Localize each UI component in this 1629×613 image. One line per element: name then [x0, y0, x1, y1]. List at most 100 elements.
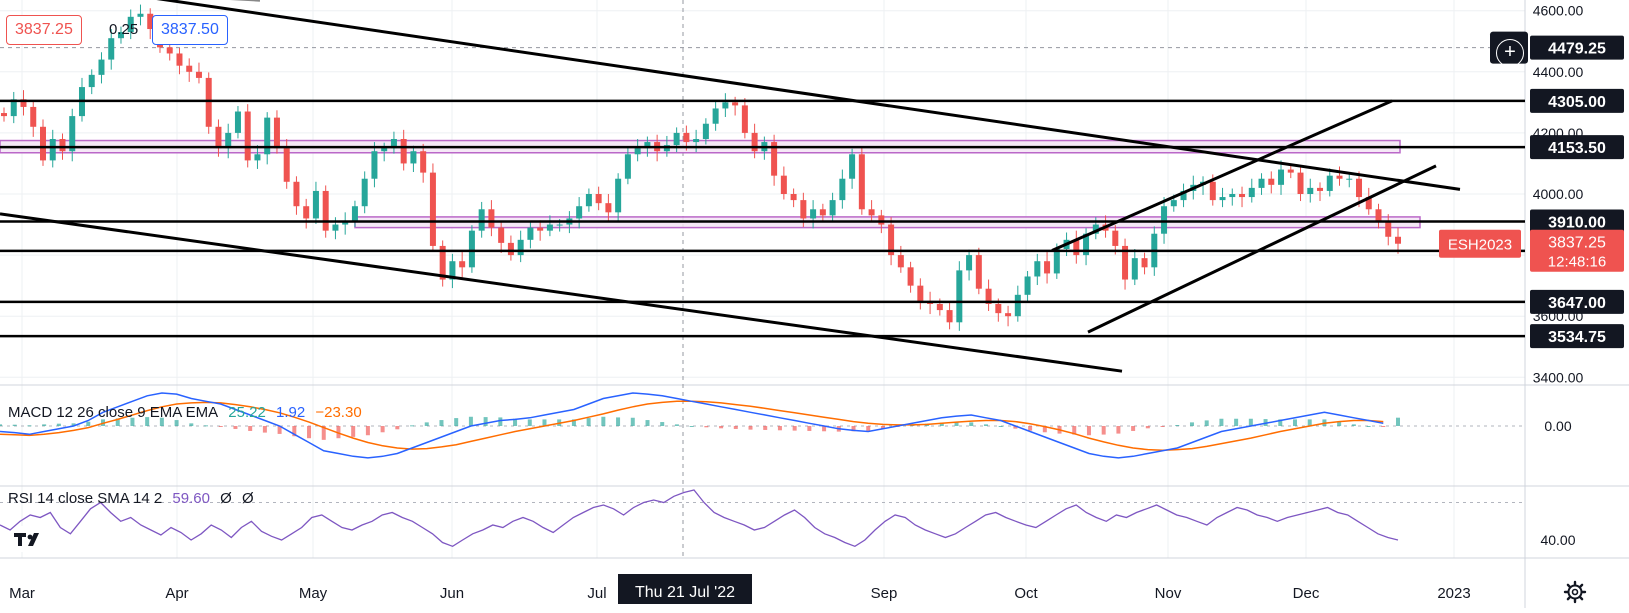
candle-body: [459, 261, 466, 268]
macd-histogram-bar: [1248, 418, 1253, 426]
macd-histogram-bar: [351, 426, 356, 437]
candle-body: [936, 303, 943, 311]
settings-gear-icon[interactable]: [1563, 580, 1587, 604]
macd-histogram-bar: [498, 417, 503, 426]
crosshair-date-label: Thu 21 Jul '22: [635, 584, 735, 601]
candle-body: [1161, 206, 1168, 234]
macd-histogram-bar: [763, 426, 768, 430]
candle-body: [771, 142, 778, 176]
plus-circle-icon[interactable]: +: [1496, 39, 1524, 67]
candle-body: [868, 209, 875, 216]
bid-tag[interactable]: 3837.25: [6, 15, 82, 45]
price-axis: 3400.003600.003800.004000.004200.004400.…: [1533, 3, 1584, 548]
macd-histogram-bar: [1366, 426, 1371, 427]
macd-legend[interactable]: MACD 12 26 close 9 EMA EMA 25.22 1.92 −2…: [8, 404, 368, 421]
macd-histogram-bar: [777, 426, 782, 431]
candle-body: [1, 113, 7, 117]
crosshair-date-bg: [618, 574, 752, 604]
macd-histogram-bar: [439, 420, 444, 426]
candle-body: [966, 255, 973, 271]
candle-body: [1209, 181, 1216, 201]
macd-histogram-bar: [204, 425, 209, 427]
candle-body: [283, 148, 290, 182]
candle-body: [351, 206, 358, 222]
candle-body: [741, 105, 748, 133]
price-tag-bg: [1530, 135, 1624, 160]
candle-body: [839, 178, 846, 201]
macd-histogram-bar: [1278, 419, 1283, 426]
macd-histogram-bar: [86, 421, 91, 426]
time-axis-label: Oct: [1014, 585, 1038, 602]
candle-body: [498, 227, 505, 243]
macd-histogram-bar: [395, 426, 400, 430]
rsi-legend[interactable]: RSI 14 close SMA 14 2 59.60 Ø Ø: [8, 490, 260, 507]
candle-body: [1044, 261, 1051, 274]
macd-histogram-bar: [12, 424, 17, 426]
price-tag-label: 4479.25: [1548, 41, 1606, 58]
time-axis-label: Jul: [587, 585, 606, 602]
macd-histogram-bar: [71, 423, 76, 426]
macd-histogram-value: 25.22: [228, 404, 266, 421]
candle-body: [527, 227, 534, 240]
spread-value: 0.25: [109, 21, 139, 38]
last-price-label: 3837.25: [1548, 235, 1606, 252]
candle-body: [624, 154, 631, 179]
macd-histogram-bar: [719, 426, 724, 429]
trendlines: [0, 0, 1461, 373]
macd-histogram-bar: [1219, 418, 1224, 426]
time-axis-label: Sep: [871, 585, 898, 602]
macd-histogram-bar: [792, 426, 797, 431]
candle-body: [30, 106, 37, 127]
macd-histogram-bar: [1351, 424, 1356, 426]
candle-body: [517, 239, 524, 256]
candle-body: [1297, 172, 1304, 194]
price-tag-label: 4153.50: [1548, 140, 1606, 157]
macd-histogram-bar: [307, 426, 312, 439]
candle-body: [585, 194, 592, 207]
macd-histogram-bar: [424, 422, 429, 426]
price-tag-bg: [1530, 88, 1624, 113]
candle-body: [693, 139, 700, 143]
tradingview-logo-icon[interactable]: [8, 526, 48, 552]
macd-pane: [0, 392, 1525, 459]
candle-body: [1268, 178, 1275, 185]
price-tag-bg: [1530, 289, 1624, 314]
candle-body: [1053, 248, 1060, 274]
macd-histogram-bar: [807, 426, 812, 431]
gear-glyph: [1563, 580, 1587, 604]
candle-body: [732, 102, 739, 106]
candle-body: [108, 38, 115, 60]
macd-histogram-bar: [1396, 417, 1400, 426]
candle-body: [546, 224, 553, 231]
horizontal-levels: [0, 99, 1525, 338]
rsi-axis-label: 40.00: [1540, 532, 1575, 548]
macd-histogram-bar: [1131, 426, 1136, 431]
candle-body: [1073, 239, 1080, 256]
candle-body: [1229, 194, 1236, 198]
macd-histogram-bar: [939, 422, 944, 426]
macd-histogram-bar: [733, 426, 738, 429]
time-axis-label: Jun: [440, 585, 464, 602]
macd-histogram-bar: [513, 418, 518, 426]
macd-histogram-bar: [1234, 418, 1239, 426]
macd-histogram-bar: [880, 426, 885, 429]
candle-body: [829, 200, 836, 216]
macd-histogram-bar: [689, 426, 694, 427]
candle-body: [449, 261, 456, 280]
candle-body: [400, 139, 407, 164]
candle-body: [1112, 230, 1119, 246]
macd-histogram-bar: [704, 426, 709, 428]
macd-histogram-bar: [145, 417, 150, 426]
macd-histogram-bar: [1263, 419, 1268, 426]
candle-body: [429, 172, 436, 246]
macd-signal-value: −23.30: [315, 404, 362, 421]
candle-body: [127, 16, 134, 33]
ask-tag[interactable]: 3837.50: [152, 15, 228, 45]
macd-histogram-bar: [969, 422, 974, 426]
candle-body: [371, 151, 378, 179]
candle-body: [98, 59, 105, 75]
candle-body: [1005, 313, 1012, 317]
price-tag-label: 3534.75: [1548, 329, 1606, 346]
